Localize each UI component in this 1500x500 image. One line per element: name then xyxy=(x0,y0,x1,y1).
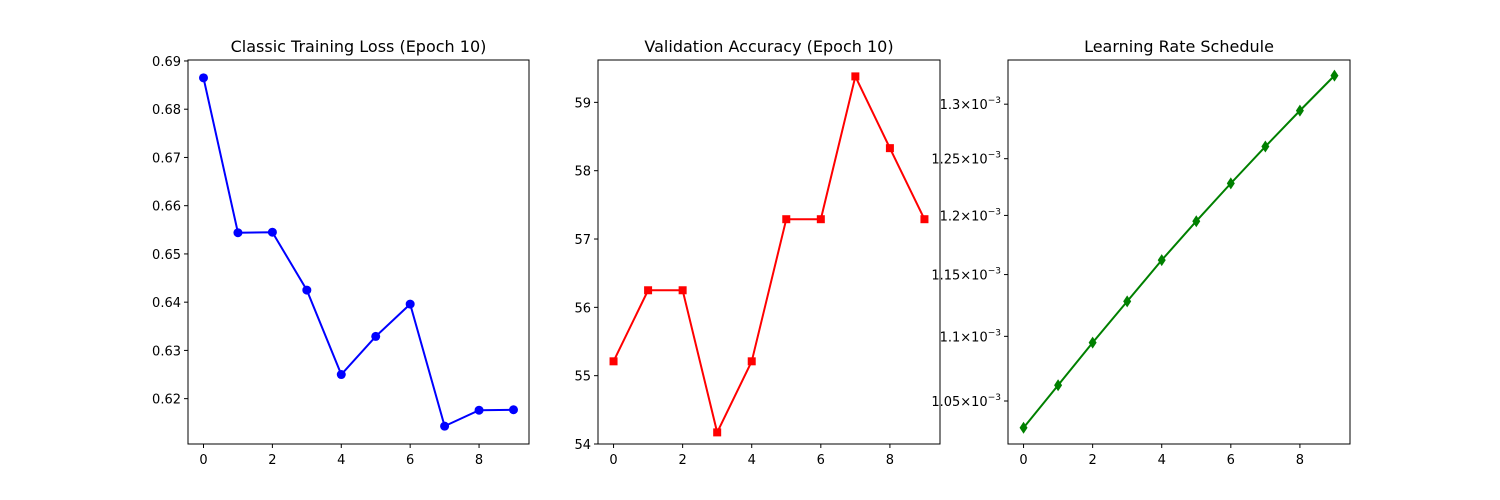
x-tick-label: 8 xyxy=(886,453,894,468)
chart-title: Classic Training Loss (Epoch 10) xyxy=(231,37,487,56)
data-point xyxy=(609,357,618,366)
x-tick-label: 0 xyxy=(1019,453,1027,468)
y-tick-label: 57 xyxy=(574,233,591,248)
x-tick-label: 4 xyxy=(1158,453,1166,468)
x-tick-label: 6 xyxy=(817,453,825,468)
y-tick-label: 1.15×10−3 xyxy=(931,267,1001,284)
x-tick-label: 2 xyxy=(1088,453,1096,468)
axes-frame xyxy=(1007,59,1351,445)
axes-frame xyxy=(597,59,941,445)
data-point xyxy=(336,370,346,380)
data-point xyxy=(405,299,415,309)
x-tick-label: 2 xyxy=(268,453,276,468)
y-tick-label: 0.65 xyxy=(152,248,181,263)
learning-rate-chart: Learning Rate Schedule 0 2 4 6 8 1.05×10−3 1.1… xyxy=(931,37,1351,468)
data-point xyxy=(199,73,208,83)
series-line xyxy=(612,73,926,436)
data-point xyxy=(1088,336,1097,349)
plot-area xyxy=(609,72,929,437)
data-point xyxy=(782,215,791,224)
y-tick-label: 1.05×10−3 xyxy=(931,393,1001,410)
data-point xyxy=(440,421,450,431)
data-point xyxy=(713,428,722,437)
data-point xyxy=(1192,215,1201,228)
plot-area xyxy=(199,73,518,431)
x-tick-label: 0 xyxy=(199,453,207,468)
y-tick-label: 58 xyxy=(574,165,591,180)
y-tick-label: 0.62 xyxy=(152,393,181,408)
data-point xyxy=(371,331,381,341)
x-tick-label: 2 xyxy=(678,453,686,468)
chart-title: Learning Rate Schedule xyxy=(1084,37,1274,56)
y-tick-label: 55 xyxy=(574,370,591,385)
data-point xyxy=(1261,140,1270,153)
data-point xyxy=(267,227,277,237)
data-point xyxy=(1054,379,1063,392)
data-point xyxy=(1295,104,1304,117)
x-tick-label: 6 xyxy=(1227,453,1235,468)
y-tick-label: 1.3×10−3 xyxy=(940,96,1001,113)
data-point xyxy=(474,405,484,415)
x-tick-label: 0 xyxy=(609,453,617,468)
data-point xyxy=(644,286,653,295)
data-point xyxy=(678,286,687,295)
y-tick-label: 54 xyxy=(574,438,591,453)
y-tick-label: 0.69 xyxy=(152,55,181,70)
y-tick-label: 0.68 xyxy=(152,103,181,118)
data-point xyxy=(885,144,894,153)
data-point xyxy=(302,285,312,295)
data-point xyxy=(1019,421,1028,434)
y-tick-label: 0.67 xyxy=(152,151,181,166)
training-loss-chart: Classic Training Loss (Epoch 10) 0 2 4 6 8 0.… xyxy=(152,37,530,468)
data-point xyxy=(747,357,756,366)
series-line xyxy=(202,77,514,428)
data-point xyxy=(1123,295,1132,308)
data-point xyxy=(920,215,929,224)
series-line xyxy=(1022,74,1336,429)
x-tick-label: 8 xyxy=(475,453,483,468)
x-tick-label: 4 xyxy=(337,453,345,468)
chart-title: Validation Accuracy (Epoch 10) xyxy=(644,37,893,56)
y-tick-label: 0.64 xyxy=(152,296,181,311)
validation-accuracy-chart: Validation Accuracy (Epoch 10) 0 2 4 6 8 54 55… xyxy=(574,37,941,468)
x-tick-label: 6 xyxy=(406,453,414,468)
data-point xyxy=(1330,69,1339,82)
data-point xyxy=(233,228,243,238)
data-point xyxy=(509,405,518,415)
y-tick-label: 0.63 xyxy=(152,344,181,359)
y-tick-label: 1.25×10−3 xyxy=(931,151,1001,168)
data-point xyxy=(851,72,860,81)
data-point xyxy=(1157,254,1166,267)
data-point xyxy=(816,215,825,224)
y-tick-label: 1.2×10−3 xyxy=(940,207,1001,224)
y-tick-label: 0.66 xyxy=(152,200,181,215)
plot-area xyxy=(1019,69,1339,434)
y-tick-label: 59 xyxy=(574,96,591,111)
x-tick-label: 4 xyxy=(748,453,756,468)
data-point xyxy=(1226,177,1235,190)
y-tick-label: 1.1×10−3 xyxy=(940,328,1001,345)
y-tick-label: 56 xyxy=(574,301,591,316)
axes-frame xyxy=(187,59,530,445)
x-tick-label: 8 xyxy=(1296,453,1304,468)
